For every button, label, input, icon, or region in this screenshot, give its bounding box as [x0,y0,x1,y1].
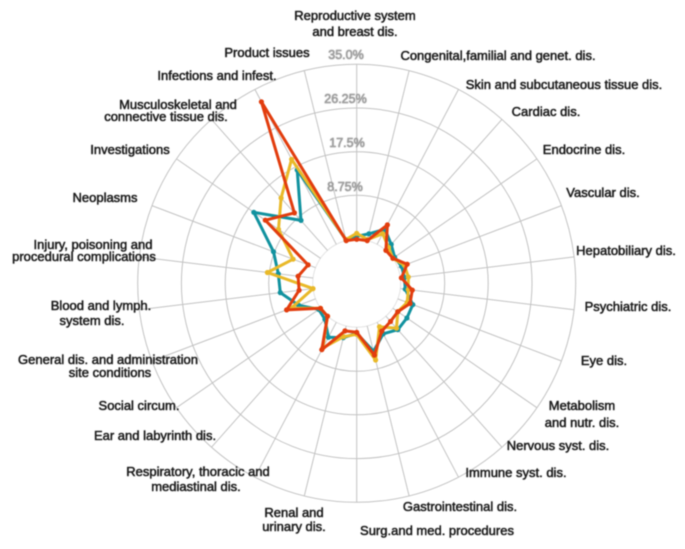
svg-text:Injury, poisoning and: Injury, poisoning and [33,237,152,252]
svg-text:Metabolism: Metabolism [549,398,615,413]
svg-text:Hepatobiliary dis.: Hepatobiliary dis. [576,243,676,258]
svg-text:26.25%: 26.25% [324,92,366,106]
svg-text:Product issues: Product issues [224,45,310,60]
svg-text:Skin and subcutaneous tissue d: Skin and subcutaneous tissue dis. [466,77,663,92]
svg-text:Ear and labyrinth dis.: Ear and labyrinth dis. [94,428,216,443]
svg-text:Surg.and med. procedures: Surg.and med. procedures [360,523,514,538]
svg-text:Neoplasms: Neoplasms [72,190,138,205]
svg-text:Reproductive system: Reproductive system [294,8,415,23]
svg-text:procedural complications: procedural complications [12,249,156,264]
svg-text:system dis.: system dis. [59,313,124,328]
svg-text:Eye dis.: Eye dis. [581,353,627,368]
svg-text:Vascular dis.: Vascular dis. [566,185,639,200]
svg-text:Cardiac dis.: Cardiac dis. [512,104,581,119]
svg-text:urinary dis.: urinary dis. [262,519,326,534]
svg-text:site conditions: site conditions [69,365,152,380]
svg-text:connective tissue dis.: connective tissue dis. [104,109,228,124]
svg-text:Blood and lymph.: Blood and lymph. [51,298,151,313]
svg-text:8.75%: 8.75% [327,180,362,194]
svg-text:17.5%: 17.5% [329,136,364,150]
svg-text:mediastinal dis.: mediastinal dis. [151,479,241,494]
svg-text:Immune syst. dis.: Immune syst. dis. [465,465,566,480]
svg-text:Gastrointestinal dis.: Gastrointestinal dis. [403,499,517,514]
svg-text:Social circum.: Social circum. [99,398,180,413]
svg-text:Renal and: Renal and [264,505,323,520]
svg-text:Musculoskeletal and: Musculoskeletal and [119,97,237,112]
svg-text:Endocrine dis.: Endocrine dis. [543,142,625,157]
svg-text:Investigations: Investigations [90,142,170,157]
svg-text:35.0%: 35.0% [328,48,363,62]
svg-text:Infections and infest.: Infections and infest. [157,68,276,83]
svg-text:Congenital,familial and genet.: Congenital,familial and genet. dis. [400,48,595,63]
svg-text:Psychiatric dis.: Psychiatric dis. [585,299,672,314]
svg-text:General dis. and administratio: General dis. and administration [18,352,198,367]
svg-text:and nutr. dis.: and nutr. dis. [545,415,619,430]
svg-text:Nervous syst. dis.: Nervous syst. dis. [507,438,610,453]
svg-text:Respiratory, thoracic and: Respiratory, thoracic and [126,464,270,479]
svg-text:and breast dis.: and breast dis. [312,24,397,39]
